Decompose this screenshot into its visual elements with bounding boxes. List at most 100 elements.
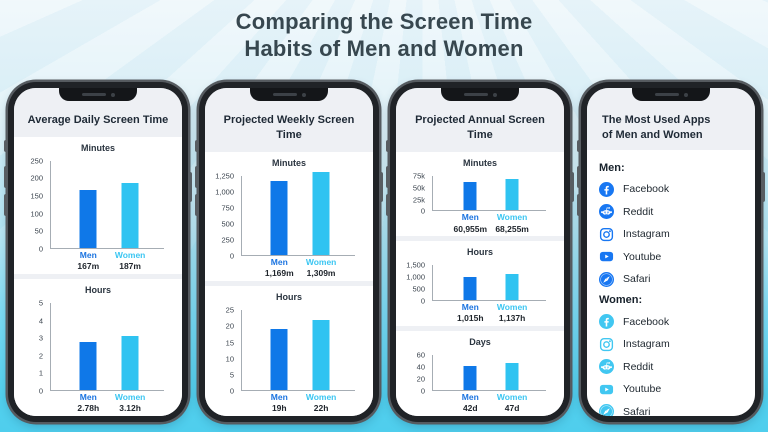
value-label: 2.78h [77,403,100,414]
axis: Men 167m Women 187m [50,160,164,271]
axis: Men 60,955m Women 68,255m [432,175,546,234]
value-label: 1,137h [498,313,526,324]
y-tick: 0 [229,251,234,261]
chart-card-hours: Hours 25 20 15 10 5 0 Men 19h Women 22h [205,286,373,416]
phone-projected-weekly-screen-time: Projected Weekly Screen Time Minutes 1,250… [195,82,383,422]
speaker-slit [463,93,488,96]
side-button [379,172,383,202]
y-tick: 10 [225,354,234,364]
y-tick: 250 [30,156,43,166]
y-tick: 500 [412,284,425,294]
y-tick: 4 [38,316,43,326]
chart-title: Minutes [462,157,497,168]
chart-title: Hours [84,284,111,295]
bar-men [79,341,97,390]
y-tick: 0 [229,386,234,396]
value-label: 19h [271,403,287,414]
y-axis-ticks: 5 4 3 2 1 0 [20,298,49,395]
phone-average-daily-screen-time: Average Daily Screen Time Minutes 250 200 15… [4,82,192,422]
bar-men [463,365,477,390]
side-button [4,140,8,152]
value-label: 22h [313,403,329,414]
app-name: Youtube [623,383,662,396]
axis: Men 2.78h Women 3.12h [50,302,164,413]
x-label-men: Men 42d [462,392,479,414]
app-name: Instagram [623,228,670,241]
x-label-women: Women 1,137h [497,302,528,324]
y-tick: 200 [30,173,43,183]
category-label: Women [496,391,528,402]
y-tick: 3 [38,333,43,343]
y-tick: 250 [221,235,234,245]
bar-men [270,329,288,390]
phone-screen: Average Daily Screen Time Minutes 250 200 15… [14,88,182,416]
side-button [577,140,581,152]
value-label: 187m [119,260,141,271]
app-row-safari: Safari [599,404,743,416]
x-label-men: Men 60,955m [454,212,488,234]
bar-men [270,180,288,256]
app-name: Facebook [623,315,670,328]
y-tick: 0 [38,244,43,254]
chart-card-minutes: Minutes 75k 50k 25k 0 Men 60,955m Women 68,255m [396,151,564,237]
bar-women [312,319,330,390]
side-button [570,172,574,202]
speaker-slit [272,93,297,96]
chart-plot: 1,250 1,000 750 500 250 0 Men 1,169m Women 1,309m [211,169,367,281]
phone-projected-annual-screen-time: Projected Annual Screen Time Minutes 75k 50… [386,82,574,422]
chart-card-days: Days 60 40 20 0 Men 42d Women 47d [396,331,564,416]
value-label: 47d [504,403,520,414]
reddit-icon [599,204,614,220]
category-label: Men [79,249,97,260]
side-button [195,166,199,188]
phone-the-most-used-apps-of-men-and-women: The Most Used Apps of Men and Women Men: Fa… [577,82,765,422]
notch [250,88,328,101]
bar-women [121,335,139,390]
title-line-1: Comparing the Screen Time [235,9,533,34]
y-tick: 40 [416,362,425,372]
app-name: Reddit [623,205,654,218]
phone-body: Minutes 75k 50k 25k 0 Men 60,955m Women 68,255m H… [396,151,564,416]
category-label: Men [461,302,479,313]
instagram-icon [599,227,614,242]
y-tick: 60 [416,350,425,360]
x-label-men: Men 1,015h [457,302,483,324]
chart-plot: 60 40 20 0 Men 42d Women 47d [402,348,558,415]
apps-card: Men: Facebook Reddit Instagram Youtube Safari… [587,149,755,416]
notch [59,88,137,101]
y-axis-ticks: 60 40 20 0 [402,351,431,396]
phone-title-line: Projected Weekly Screen Time [223,114,355,141]
x-label-men: Men 2.78h [77,392,99,414]
y-tick: 2 [38,351,43,361]
y-tick: 25k [412,195,425,205]
chart-plot: 250 200 150 100 50 0 Men 167m Women 187m [20,154,176,273]
chart-card-hours: Hours 5 4 3 2 1 0 Men 2.78h Women 3.12h [14,278,182,416]
camera-dot [301,92,306,97]
category-label: Women [114,392,146,402]
chart-card-minutes: Minutes 1,250 1,000 750 500 250 0 Men 1,169m Wome… [205,151,373,282]
category-label: Women [305,392,337,402]
y-axis-ticks: 75k 50k 25k 0 [402,171,431,216]
y-tick: 1,000 [215,187,234,197]
y-tick: 5 [38,298,43,308]
camera-dot [683,92,688,97]
side-button [386,166,390,188]
value-label: 68,255m [495,223,529,234]
x-label-women: Women 68,255m [495,212,529,234]
chart-plot: 25 20 15 10 5 0 Men 19h Women 22h [211,303,367,415]
phone-body: Men: Facebook Reddit Instagram Youtube Safari… [587,149,755,416]
instagram-icon [599,337,614,352]
app-row-facebook: Facebook [599,181,743,197]
x-label-women: Women 1,309m [306,257,337,279]
y-tick: 25 [225,305,234,315]
app-name: Instagram [623,338,670,351]
y-axis-ticks: 1,500 1,000 500 0 [402,261,431,306]
app-name: Safari [623,405,651,416]
y-tick: 0 [420,296,425,306]
y-tick: 1,000 [406,272,425,282]
app-row-instagram: Instagram [599,337,743,352]
phone-screen: Projected Weekly Screen Time Minutes 1,250… [205,88,373,416]
side-button [195,140,199,152]
y-tick: 150 [30,191,43,201]
